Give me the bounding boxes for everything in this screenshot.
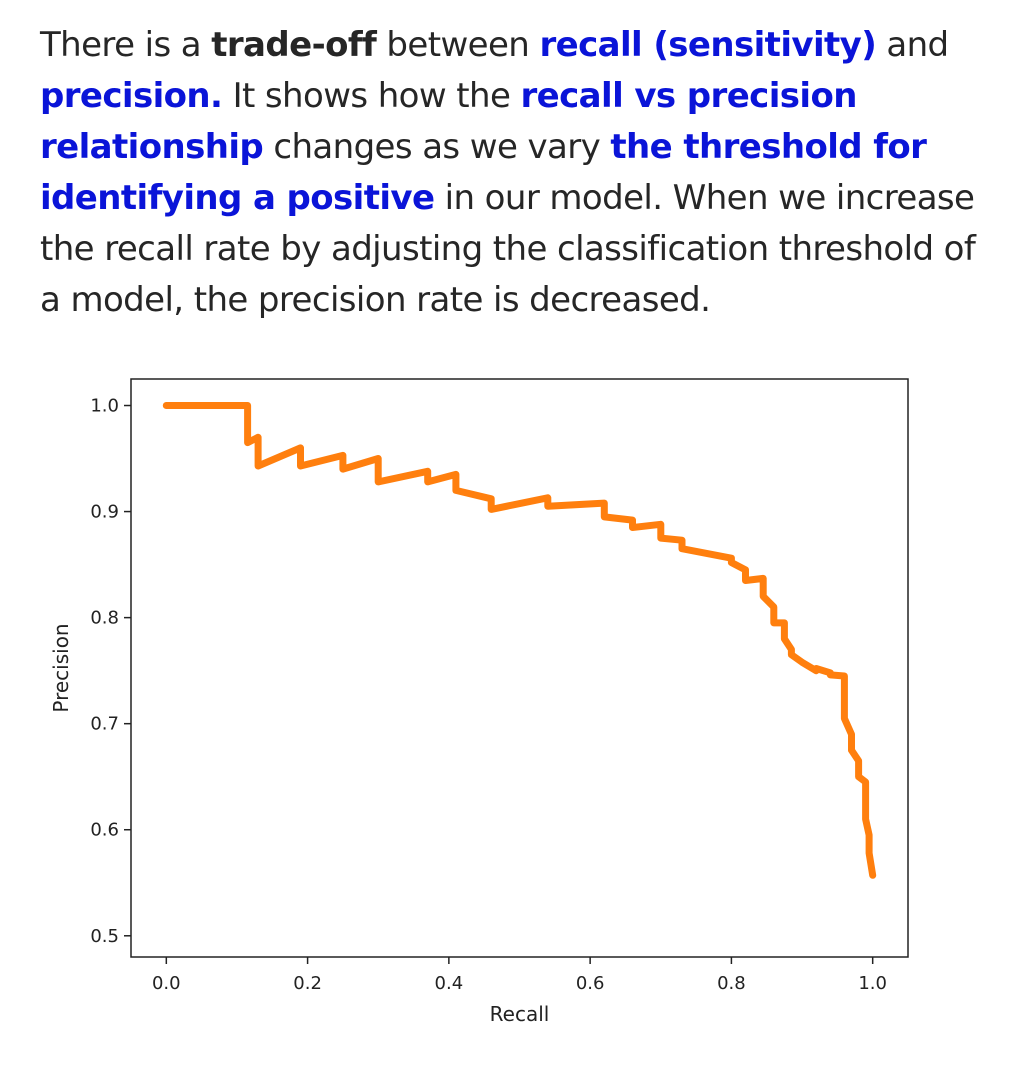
x-tick-label: 0.4 (435, 973, 464, 994)
explanation-segment-highlight: precision. (40, 76, 223, 116)
precision-recall-curve (162, 402, 877, 879)
explanation-text: There is a trade-off between recall (sen… (40, 20, 1000, 326)
explanation-segment: There is a (40, 25, 212, 65)
x-tick-label: 0.2 (293, 973, 322, 994)
explanation-segment: and (876, 25, 949, 65)
x-tick-label: 0.0 (152, 973, 181, 994)
x-tick-label: 0.6 (576, 973, 605, 994)
explanation-segment: It shows how the (222, 76, 521, 116)
explanation-segment: between (376, 25, 540, 65)
y-axis-label: Precision (49, 623, 73, 712)
x-axis-label: Recall (490, 1002, 550, 1026)
x-axis-ticks: 0.0 0.2 0.4 0.6 0.8 1.0 (152, 957, 887, 994)
x-tick-label: 1.0 (858, 973, 887, 994)
explanation-segment-highlight: recall vs precision relationship (40, 76, 857, 167)
explanation-segment-emphasis: trade-off (211, 25, 377, 65)
y-tick-label: 1.0 (90, 396, 119, 417)
y-tick-label: 0.9 (90, 502, 119, 523)
explanation-segment: in our model. When we increase the recal… (40, 178, 976, 320)
y-axis-ticks: 0.5 0.6 0.7 0.8 0.9 1.0 (90, 396, 131, 947)
explanation-segment-highlight: the threshold for identifying a positive (40, 127, 927, 218)
y-tick-label: 0.6 (90, 820, 119, 841)
x-tick-label: 0.8 (717, 973, 746, 994)
y-tick-label: 0.8 (90, 608, 119, 629)
explanation-segment-highlight: recall (sensitivity) (539, 25, 877, 65)
plot-area-frame (130, 378, 909, 958)
explanation-segment: changes as we vary (263, 127, 611, 167)
y-tick-label: 0.7 (90, 714, 119, 735)
y-tick-label: 0.5 (90, 926, 119, 947)
